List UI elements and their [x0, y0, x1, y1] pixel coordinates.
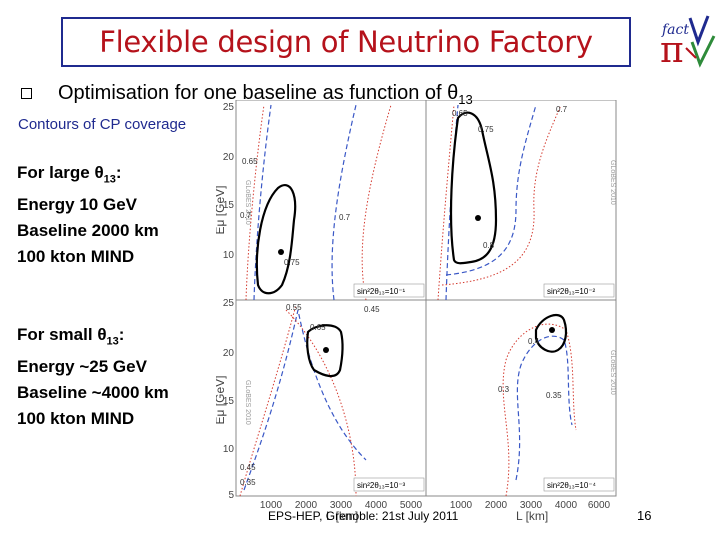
small-theta-detector: 100 kton MIND — [17, 409, 135, 429]
contour-label: 0.65 — [242, 157, 258, 166]
small-theta-energy: Energy ~25 GeV — [17, 357, 147, 377]
y-tick: 20 — [223, 152, 235, 163]
subtitle-text: Optimisation for one baseline as functio… — [58, 82, 448, 104]
small-theta-specs: For small θ13: Energy ~25 GeV Baseline ~… — [17, 322, 169, 432]
contour-label: 0.65 — [310, 323, 326, 332]
large-theta-specs: For large θ13: Energy 10 GeV Baseline 20… — [17, 160, 159, 270]
slide-title: Flexible design of Neutrino Factory — [99, 25, 593, 59]
slide-title-box: Flexible design of Neutrino Factory — [61, 17, 631, 67]
y-tick: 25 — [223, 102, 235, 113]
watermark: GLoBES 2010 — [609, 160, 616, 205]
contour-label: 0.45 — [240, 463, 256, 472]
panel-legend-bottom-left: sin²2θ₁₃=10⁻³ — [357, 481, 406, 490]
y-tick: 10 — [223, 250, 235, 261]
y-axis-label-top: Eμ [GeV] — [216, 186, 227, 235]
y-tick: 15 — [223, 396, 235, 407]
subtitle: Optimisation for one baseline as functio… — [58, 82, 473, 107]
panel-legend-top-left: sin²2θ₁₃=10⁻¹ — [357, 287, 406, 296]
large-theta-energy: Energy 10 GeV — [17, 195, 138, 215]
contour-label: 0.3 — [498, 385, 510, 394]
panel-bottom-left-contours — [239, 304, 367, 497]
panel-frame-bottom-right — [425, 299, 617, 497]
y-axis-label-bottom: Eμ [GeV] — [216, 376, 227, 425]
contour-label: 0.35 — [546, 391, 562, 400]
contour-label: 0.4 — [528, 337, 540, 346]
panel-legend-top-right: sin²2θ₁₃=10⁻² — [547, 287, 596, 296]
x-tick: 6000 — [588, 500, 611, 511]
small-theta-heading: For small θ13: — [17, 325, 125, 348]
panel-legend-bottom-right: sin²2θ₁₃=10⁻⁴ — [547, 481, 597, 490]
contour-label: 0.75 — [478, 125, 494, 134]
contour-label: 0.65 — [452, 109, 468, 118]
logo-pi-glyph: π — [660, 30, 684, 70]
panel-top-right-contours — [437, 104, 562, 301]
contour-label: 0.35 — [240, 478, 256, 487]
x-tick: 2000 — [485, 500, 508, 511]
x-axis-label-right: L [km] — [516, 509, 548, 523]
logo-fact-text: fact — [661, 22, 689, 38]
large-theta-heading: For large θ13: — [17, 163, 122, 186]
footer-text: EPS-HEP, Grenoble: 21st July 2011 — [268, 509, 459, 523]
bullet-square-icon — [21, 88, 32, 99]
x-tick: 3000 — [330, 500, 353, 511]
y-tick: 25 — [223, 298, 235, 309]
watermark: GLoBES 2010 — [609, 350, 616, 395]
x-tick: 4000 — [555, 500, 578, 511]
contour-label: 0.7 — [240, 211, 252, 220]
x-tick: 1000 — [450, 500, 473, 511]
subtitle-theta: θ — [447, 82, 459, 104]
watermark: GLoBES 2010 — [244, 380, 251, 425]
watermark: GLoBES 2010 — [244, 180, 251, 225]
y-tick: 5 — [228, 490, 234, 501]
contour-plot-figure: Eμ [GeV] Eμ [GeV] 25 20 15 10 25 20 15 1… — [216, 100, 617, 523]
x-tick: 3000 — [520, 500, 543, 511]
contour-label: 0.75 — [284, 258, 300, 267]
panel-frame-top-right — [425, 100, 617, 301]
contour-label: 0.55 — [286, 303, 302, 312]
x-tick: 5000 — [400, 500, 423, 511]
panel-top-left-contours — [245, 104, 392, 301]
panel-frame-top-left — [235, 100, 427, 301]
contour-label: 0.8 — [483, 241, 495, 250]
contour-label: 0.7 — [556, 105, 568, 114]
y-tick: 15 — [223, 200, 235, 211]
contours-label: Contours of CP coverage — [18, 116, 187, 133]
y-tick: 10 — [223, 444, 235, 455]
fact-logo-icon: fact π — [660, 15, 716, 70]
x-tick: 2000 — [295, 500, 318, 511]
x-tick: 1000 — [260, 500, 283, 511]
large-theta-detector: 100 kton MIND — [17, 247, 135, 267]
contour-label: 0.7 — [339, 213, 351, 222]
x-axis-label-left: L [km] — [326, 509, 358, 523]
contour-label: 0.45 — [364, 305, 380, 314]
panel-bottom-right-contours — [502, 313, 577, 497]
large-theta-baseline: Baseline 2000 km — [17, 221, 159, 241]
x-tick: 4000 — [365, 500, 388, 511]
small-theta-baseline: Baseline ~4000 km — [17, 383, 169, 403]
y-tick: 20 — [223, 348, 235, 359]
panel-frame-bottom-left — [235, 299, 427, 497]
page-number: 16 — [637, 508, 652, 523]
